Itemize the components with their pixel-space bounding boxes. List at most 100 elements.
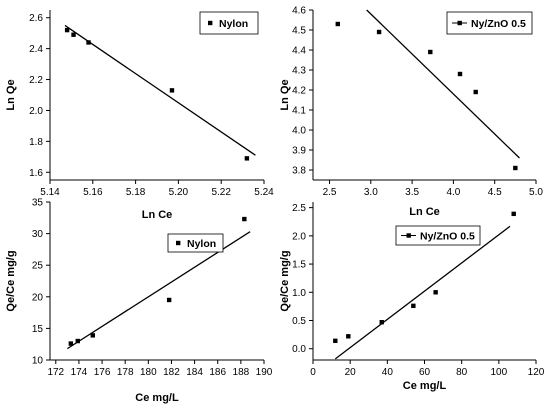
y-tick-label: 2.4 [29, 44, 43, 55]
legend: Nylon [167, 233, 224, 253]
y-tick-label: 4.6 [292, 6, 306, 17]
x-tick-label: 5.16 [83, 187, 103, 198]
x-tick-label: 184 [186, 367, 203, 378]
legend-box [167, 233, 224, 253]
legend-marker [208, 20, 213, 26]
data-point [513, 165, 518, 171]
data-point [169, 88, 175, 93]
y-tick-label: 2.0 [29, 106, 43, 117]
y-axis-title: Qe/Ce mg/g [5, 250, 17, 311]
y-tick-label: 15 [32, 324, 44, 335]
data-point [376, 29, 382, 35]
x-tick-label: 5.20 [169, 187, 189, 198]
x-tick-label: 3.5 [405, 187, 419, 198]
y-tick-label: 0.0 [292, 344, 306, 355]
legend-box [395, 225, 481, 246]
x-tick-label: 180 [140, 367, 157, 378]
data-point [457, 71, 463, 77]
y-axis-title: Qe/Ce mg/g [279, 250, 291, 311]
x-tick-label: 172 [47, 367, 64, 378]
data-point [333, 338, 338, 344]
y-tick-label: 1.5 [292, 260, 306, 271]
data-point [411, 303, 416, 309]
x-tick-label: 4.5 [488, 187, 502, 198]
x-axis-title: Ln Ce [142, 209, 173, 221]
x-tick-label: 174 [71, 367, 88, 378]
fit-line [334, 225, 511, 360]
x-tick-label: 2.5 [323, 187, 337, 198]
legend-marker [406, 233, 411, 238]
x-tick-label: 100 [490, 367, 507, 378]
x-tick-label: 5.22 [211, 187, 231, 198]
data-point [379, 319, 384, 325]
legend: Nylon [199, 11, 259, 35]
data-point [68, 341, 74, 346]
data-point [244, 156, 250, 161]
legend-label: Nylon [219, 18, 248, 30]
data-point [346, 334, 351, 339]
legend-box [446, 11, 533, 35]
data-point [242, 216, 247, 222]
x-tick-label: 5.18 [126, 187, 146, 198]
y-tick-label: 25 [32, 261, 44, 272]
chart-panel-2: 2.5 3.0 3.5 4.0 4.5 5.0 3.8 3.9 4.0 4.1 4.2 4.3 4.4 4… [279, 6, 543, 219]
legend-box [199, 11, 259, 35]
y-tick-label: 4.4 [292, 46, 306, 57]
y-tick-label: 1.6 [29, 168, 43, 179]
x-tick-label: 120 [528, 367, 545, 378]
chart-panel-4: 0 20 40 60 80 100 120 0.0 0.5 1.0 1.5 2.0 2.5 Ce mg/L… [279, 202, 545, 392]
y-tick-label: 35 [32, 198, 44, 209]
y-tick-label: 3.8 [292, 166, 306, 177]
x-tick-label: 80 [456, 367, 468, 378]
data-point [433, 290, 438, 295]
x-axis-title: Ce mg/L [403, 380, 447, 392]
chart-panel-1: 5.14 5.16 5.18 5.20 5.22 5.24 1.6 1.8 2.0 2.2 2.4 2… [5, 10, 274, 221]
y-axis-title: Ln Qe [5, 79, 17, 110]
legend: Ny/ZnO 0.5 [395, 225, 481, 246]
data-point [75, 338, 80, 344]
legend-marker [176, 240, 181, 246]
y-tick-label: 1.8 [29, 137, 43, 148]
y-tick-label: 30 [32, 229, 44, 240]
x-tick-label: 186 [209, 367, 226, 378]
x-tick-label: 5.0 [529, 187, 543, 198]
data-point [64, 27, 70, 33]
legend-label: Ny/ZnO 0.5 [420, 231, 475, 243]
y-tick-label: 20 [32, 292, 44, 303]
x-tick-label: 5.14 [40, 187, 60, 198]
y-tick-label: 4.2 [292, 86, 306, 97]
legend-marker [457, 20, 462, 26]
x-axis-title: Ce mg/L [135, 392, 179, 404]
x-tick-label: 40 [382, 367, 394, 378]
y-tick-label: 4.3 [292, 66, 306, 77]
y-tick-label: 2.2 [29, 75, 43, 86]
y-tick-label: 3.9 [292, 146, 306, 157]
x-tick-label: 5.24 [254, 187, 274, 198]
x-tick-label: 178 [117, 367, 134, 378]
y-tick-label: 4.5 [292, 26, 306, 37]
x-tick-label: 176 [94, 367, 111, 378]
y-tick-label: 4.0 [292, 126, 306, 137]
x-tick-label: 4.0 [446, 187, 460, 198]
y-tick-label: 1.0 [292, 288, 306, 299]
data-point [473, 89, 478, 95]
data-point [511, 211, 516, 217]
y-tick-label: 0.5 [292, 316, 306, 327]
fit-line [64, 24, 256, 156]
data-point [428, 49, 433, 55]
x-tick-label: 182 [163, 367, 180, 378]
legend-label: Ny/ZnO 0.5 [471, 18, 526, 30]
x-tick-label: 3.0 [364, 187, 378, 198]
legend-label: Nylon [187, 238, 216, 250]
data-point [71, 32, 76, 37]
x-axis-title: Ln Ce [409, 206, 440, 218]
data-point [86, 40, 91, 45]
legend: Ny/ZnO 0.5 [446, 11, 533, 35]
y-tick-label: 10 [32, 356, 44, 367]
x-tick-label: 190 [256, 367, 273, 378]
data-point [335, 21, 340, 27]
fit-line [366, 9, 520, 159]
x-tick-label: 20 [345, 367, 357, 378]
data-point [90, 333, 95, 338]
